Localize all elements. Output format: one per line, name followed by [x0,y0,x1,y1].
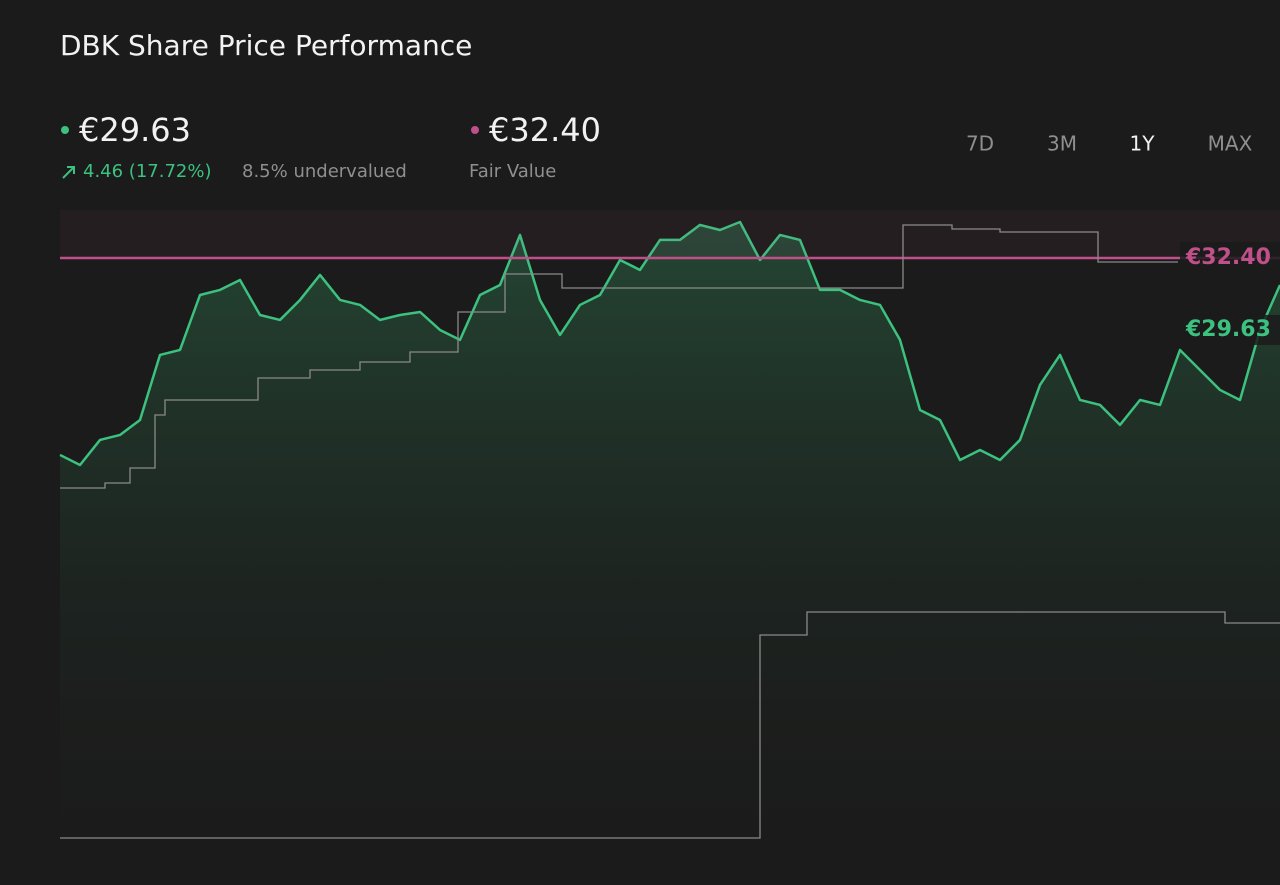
range-button[interactable]: 1Y [1130,132,1156,156]
chart-title: DBK Share Price Performance [60,29,472,62]
price: €29.63 [79,111,191,149]
price-tag: €29.63 [1185,317,1271,342]
range-button[interactable]: MAX [1208,132,1253,156]
fair-value-tag-bg [1180,241,1280,274]
fair-value-label: Fair Value [469,161,556,182]
range-buttons: 7D 3M 1Y MAX [966,132,1253,156]
price-tag-bg [1180,314,1280,345]
step-line [60,224,1178,489]
up-arrow [62,166,75,179]
range-button[interactable]: 3M [1047,132,1077,156]
valuation: 8.5% undervalued [242,161,407,182]
price-dot [61,126,69,134]
fair-value-tag: €32.40 [1185,245,1271,270]
price-area [60,221,1280,838]
price-line [59,220,1280,467]
range-button[interactable]: 7D [966,132,994,156]
fair-value: €32.40 [489,111,601,149]
price-change: 4.46 (17.72%) [83,161,211,182]
fair-value-dot [471,126,479,134]
step-line [60,611,1280,839]
fair-value-zone [60,210,1280,258]
